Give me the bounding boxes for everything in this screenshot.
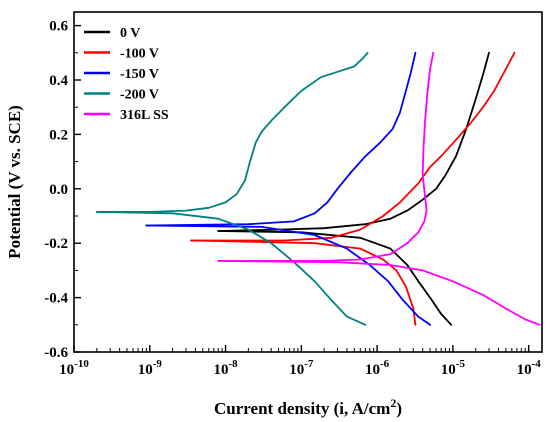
plot-frame xyxy=(73,11,543,353)
y-tick-label: -0.4 xyxy=(44,291,68,307)
legend-label-316l-ss: 316L SS xyxy=(120,108,169,123)
series-150-v-cathodic-branch xyxy=(145,224,432,326)
x-axis-title-end: ) xyxy=(396,399,402,418)
y-tick-label: 0.2 xyxy=(49,127,68,143)
y-tick-label: -0.2 xyxy=(44,236,68,252)
series-100-v-anodic-branch xyxy=(190,51,516,242)
x-axis-title-main: Current density (i, A/cm xyxy=(214,399,390,418)
x-tick-label: 10-10 xyxy=(59,358,89,378)
series-200-v-anodic-branch xyxy=(95,51,369,213)
legend-label-200-v: -200 V xyxy=(120,88,159,103)
series-100-v-cathodic-branch xyxy=(190,239,417,326)
series-316l-ss-anodic-branch xyxy=(217,51,435,262)
legend: 0 V -100 V -150 V -200 V 316L SS xyxy=(84,26,169,123)
legend-label-150-v: -150 V xyxy=(120,67,159,82)
y-tick-label: 0.4 xyxy=(49,73,68,89)
x-tick-label: 10-5 xyxy=(441,358,466,378)
series-316l-ss-cathodic-branch xyxy=(217,259,541,326)
y-tick-label: 0.0 xyxy=(49,182,68,198)
x-axis-title-sup: 2 xyxy=(390,396,396,410)
legend-label-0-v: 0 V xyxy=(120,26,140,41)
series-200-v-cathodic-branch xyxy=(95,210,367,326)
y-tick-label: 0.6 xyxy=(49,19,68,35)
x-tick-label: 10-6 xyxy=(365,358,390,378)
x-tick-label: 10-4 xyxy=(517,358,542,378)
x-tick-label: 10-9 xyxy=(138,358,163,378)
x-tick-label: 10-7 xyxy=(289,358,314,378)
x-tick-label: 10-8 xyxy=(213,358,238,378)
series-0-v-anodic-branch xyxy=(217,51,490,232)
y-axis-title: Potential (V vs. SCE) xyxy=(5,105,24,259)
y-axis-ticks: -0.6 -0.4 -0.2 0.0 0.2 0.4 0.6 xyxy=(44,19,81,361)
y-tick-label: -0.6 xyxy=(44,345,68,361)
x-axis-title: Current density (i, A/cm2) xyxy=(214,396,402,418)
series-150-v-anodic-branch xyxy=(145,51,417,227)
series-curves xyxy=(95,51,541,326)
x-axis-ticks: 10-10 10-9 10-8 10-7 10-6 10-5 10-4 xyxy=(59,345,541,378)
series-0-v-cathodic-branch xyxy=(217,230,453,326)
legend-label-100-v: -100 V xyxy=(120,47,159,62)
